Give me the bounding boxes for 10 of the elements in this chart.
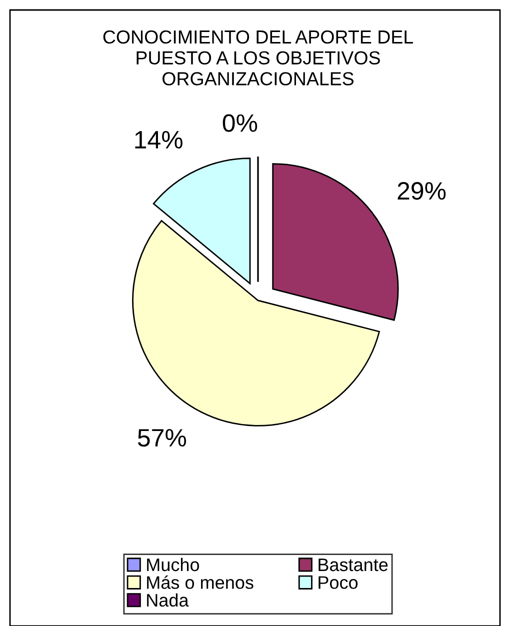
legend-label: Más o menos [147,575,254,589]
legend-label: Mucho [147,558,200,572]
legend-label: Bastante [318,558,388,572]
chart-title: CONOCIMIENTO DEL APORTE DEL PUESTO A LOS OBJETIVOS ORGANIZACIONALES [103,30,413,86]
data-label: 14% [135,131,182,148]
legend-label: Nada [147,593,189,607]
text: 0% [222,114,258,132]
data-label: 29% [398,182,446,200]
data-label: 57% [138,429,186,447]
legend-label: Poco [318,576,358,589]
